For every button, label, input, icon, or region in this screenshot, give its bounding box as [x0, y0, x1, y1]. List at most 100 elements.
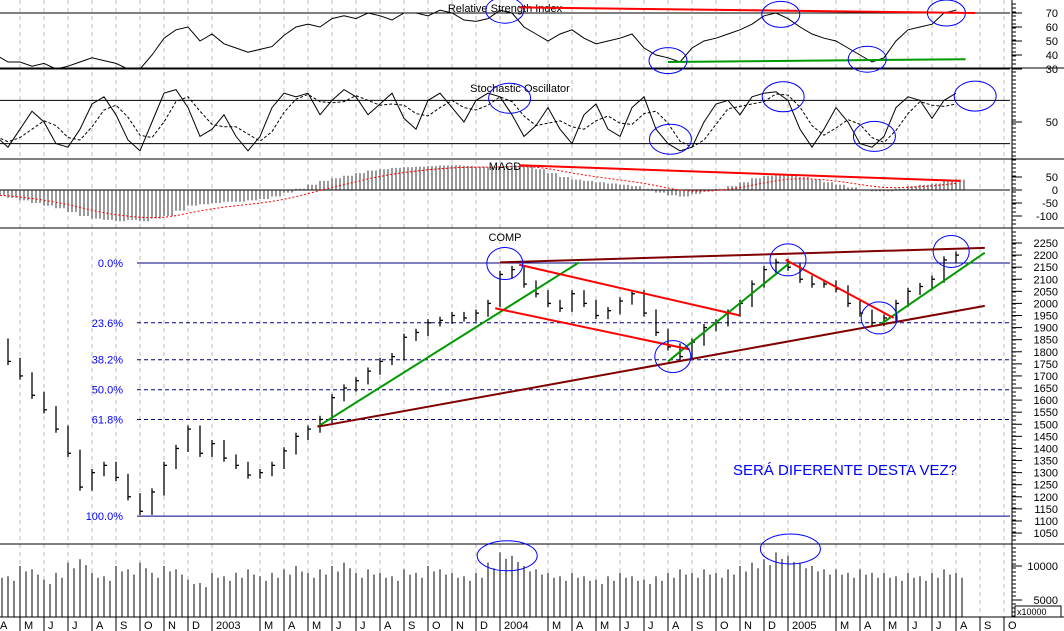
x-tick-label: O — [144, 620, 153, 631]
y-tick-label: 1700 — [1034, 371, 1058, 383]
x-tick-label: S — [408, 620, 415, 631]
x-tick-label: M — [840, 620, 849, 631]
rsi-highlight-circle — [648, 47, 688, 75]
y-tick-label: 1300 — [1034, 468, 1058, 480]
y-tick-label: 0 — [1052, 185, 1058, 197]
rsi-highlight-circle — [926, 0, 966, 27]
trend-line — [494, 307, 690, 351]
x-tick-label: O — [1008, 620, 1017, 631]
x-tick-label: N — [744, 620, 752, 631]
y-tick-label: 1350 — [1034, 456, 1058, 468]
fibonacci-level-label: 50.0% — [92, 385, 123, 397]
y-tick-label: 60 — [1046, 22, 1058, 34]
x-tick-label: A — [672, 620, 680, 631]
x-tick-label: O — [432, 620, 441, 631]
x-tick-label: M — [24, 620, 33, 631]
y-tick-label: -50 — [1042, 198, 1058, 210]
fibonacci-level-label: 100.0% — [86, 511, 124, 523]
stochastic-k-line — [0, 88, 957, 152]
y-tick-label: 1850 — [1034, 335, 1058, 347]
fibonacci-level-label: 61.8% — [92, 414, 123, 426]
stochastic-highlight-circle — [488, 82, 532, 114]
stochastic-highlight-circle — [953, 80, 997, 112]
trend-line — [317, 261, 580, 428]
y-tick-label: 50 — [1046, 36, 1058, 48]
x-tick-label: A — [96, 620, 104, 631]
trend-line — [518, 263, 741, 317]
y-tick-label: 50 — [1046, 172, 1058, 184]
y-tick-label: 10000 — [1027, 561, 1058, 573]
y-tick-label: 5000 — [1034, 595, 1058, 607]
trend-line — [499, 246, 985, 264]
x-tick-label: J — [336, 620, 342, 631]
x-tick-label: M — [888, 620, 897, 631]
x-tick-label: A — [864, 620, 872, 631]
stochastic-d-line — [0, 93, 957, 148]
x-tick-label: S — [984, 620, 991, 631]
y-tick-label: 40 — [1046, 50, 1058, 62]
y-tick-label: 1600 — [1034, 395, 1058, 407]
y-tick-label: 1450 — [1034, 431, 1058, 443]
x-tick-label: J — [624, 620, 630, 631]
x-tick-label: D — [480, 620, 488, 631]
highlight-circle — [860, 301, 898, 335]
stochastic-highlight-circle — [648, 123, 692, 155]
volume-unit-box — [1014, 605, 1062, 618]
x-tick-label: A — [384, 620, 392, 631]
y-tick-label: 2200 — [1034, 250, 1058, 262]
fibonacci-level-label: 38.2% — [92, 355, 123, 367]
y-tick-label: 2100 — [1034, 274, 1058, 286]
y-tick-label: 70 — [1046, 8, 1058, 20]
y-tick-label: 2250 — [1034, 238, 1058, 250]
stochastic-highlight-circle — [761, 81, 805, 113]
macd-title: MACD — [489, 161, 521, 173]
trend-line — [317, 304, 985, 428]
x-tick-label: J — [360, 620, 366, 631]
x-tick-label: M — [264, 620, 273, 631]
y-tick-label: 1200 — [1034, 492, 1058, 504]
volume-highlight-circle — [476, 540, 538, 572]
highlight-circle — [769, 243, 807, 277]
x-tick-label: M — [312, 620, 321, 631]
fibonacci-level-label: 0.0% — [98, 258, 123, 270]
macd-trend-line — [519, 164, 961, 182]
rsi-highlight-circle — [847, 45, 887, 73]
rsi-trend-line — [667, 58, 966, 63]
rsi-title: Relative Strength Index — [448, 3, 563, 15]
macd-signal-line — [0, 166, 957, 219]
x-tick-label: A — [576, 620, 584, 631]
y-tick-label: 1150 — [1034, 504, 1058, 516]
rsi-trend-line — [519, 6, 976, 14]
x-tick-label: O — [720, 620, 729, 631]
x-tick-label: N — [168, 620, 176, 631]
y-tick-label: 1650 — [1034, 383, 1058, 395]
trend-line — [785, 259, 895, 319]
x-tick-label: S — [120, 620, 127, 631]
x-tick-label: A — [0, 620, 8, 631]
y-tick-label: 1900 — [1034, 323, 1058, 335]
stochastic-highlight-circle — [852, 120, 896, 152]
x-tick-label: A — [288, 620, 296, 631]
x-tick-label: N — [456, 620, 464, 631]
volume-unit-label: x10000 — [1017, 607, 1047, 617]
x-tick-label: D — [192, 620, 200, 631]
x-tick-label: 2005 — [792, 620, 816, 631]
x-tick-label: J — [936, 620, 942, 631]
y-tick-label: 1400 — [1034, 443, 1058, 455]
volume-highlight-circle — [759, 533, 821, 565]
fibonacci-level-label: 23.6% — [92, 318, 123, 330]
y-tick-label: 1950 — [1034, 311, 1058, 323]
stochastic-title: Stochastic Oscillator — [470, 83, 570, 95]
x-tick-label: J — [648, 620, 654, 631]
highlight-circle — [486, 247, 524, 281]
y-tick-label: 2000 — [1034, 298, 1058, 310]
y-tick-label: 1800 — [1034, 347, 1058, 359]
x-tick-label: M — [600, 620, 609, 631]
x-tick-label: S — [696, 620, 703, 631]
chart-annotation-text: SERÁ DIFERENTE DESTA VEZ? — [733, 462, 957, 479]
y-tick-label: 2050 — [1034, 286, 1058, 298]
rsi-series-line — [0, 9, 957, 70]
x-tick-label: 2004 — [504, 620, 528, 631]
x-tick-label: J — [48, 620, 54, 631]
